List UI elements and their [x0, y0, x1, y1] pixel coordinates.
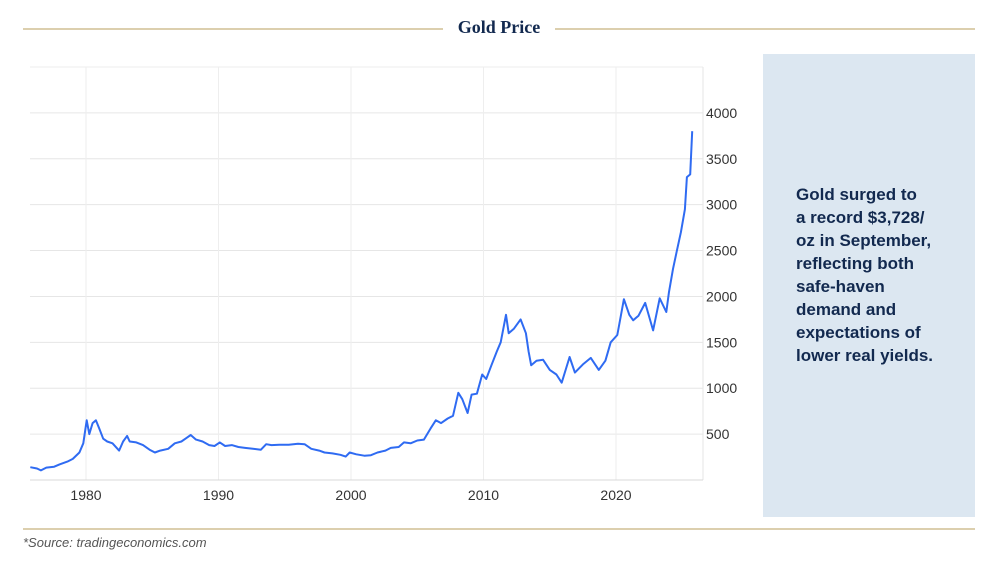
- chart-title: Gold Price: [0, 17, 998, 38]
- callout-line: expectations of: [796, 323, 921, 342]
- y-tick-label: 3000: [706, 197, 737, 213]
- title-rule-left: [23, 28, 443, 30]
- grid: [30, 66, 704, 481]
- source-note: *Source: tradingeconomics.com: [23, 535, 207, 550]
- y-tick-label: 500: [706, 426, 730, 442]
- y-tick-label: 2500: [706, 243, 737, 259]
- callout-line: safe-haven: [796, 277, 885, 296]
- y-tick-label: 1000: [706, 380, 737, 396]
- gold-price-chart: 500 1000 1500 2000 2500 3000 3500 4000 1980 1990 2…: [30, 66, 737, 503]
- y-tick-label: 3500: [706, 151, 737, 167]
- callout-line: reflecting both: [796, 254, 915, 273]
- x-tick-label: 2000: [335, 487, 366, 503]
- x-tick-label: 2010: [468, 487, 499, 503]
- axis-ticks: 500 1000 1500 2000 2500 3000 3500 4000 1980 1990 2…: [70, 105, 737, 503]
- callout-line: a record $3,728/: [796, 208, 925, 227]
- gold-price-line: [30, 131, 694, 472]
- callout-panel: Gold surged to a record $3,728/oz in Sept…: [763, 54, 975, 517]
- x-tick-label: 1990: [203, 487, 234, 503]
- y-tick-label: 2000: [706, 288, 737, 304]
- chart-title-text: Gold Price: [443, 17, 555, 37]
- callout-line: lower real yields.: [796, 346, 934, 365]
- x-tick-label: 2020: [600, 487, 631, 503]
- callout-line: Gold surged to: [796, 185, 917, 204]
- y-tick-label: 4000: [706, 105, 737, 121]
- footer-rule: [23, 528, 975, 530]
- callout-text: Gold surged to a record $3,728/oz in Sept…: [796, 183, 933, 367]
- y-tick-label: 1500: [706, 334, 737, 350]
- title-rule-right: [555, 28, 975, 30]
- callout-line: demand and: [796, 300, 897, 319]
- callout-line: oz in September,: [796, 231, 932, 250]
- x-tick-label: 1980: [70, 487, 101, 503]
